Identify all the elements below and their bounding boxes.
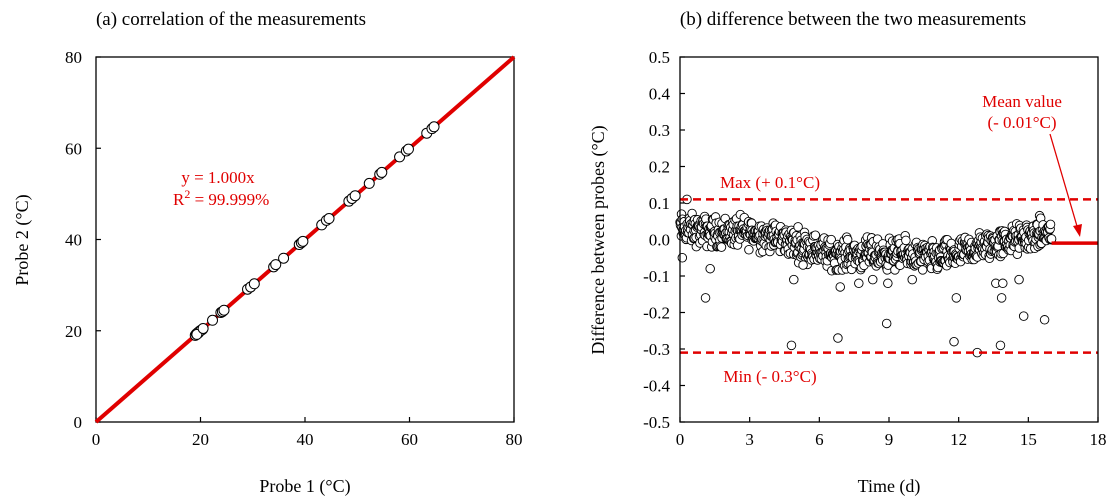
- panel-a-title: (a) correlation of the measurements: [96, 9, 366, 30]
- panel-a-correlation: (a) correlation of the measurements 0 20 4…: [12, 9, 523, 497]
- panel-b-data-point: [1045, 219, 1056, 230]
- panel-a-data-point: [323, 213, 335, 225]
- panel-b-mean-label-line1: Mean value: [982, 92, 1062, 111]
- panel-b-data-point: [793, 222, 803, 232]
- panel-b-outlier-point: [1018, 311, 1029, 321]
- panel-b-mean-arrow: [1049, 133, 1080, 234]
- panel-b-outlier-point: [705, 263, 715, 274]
- panel-a-data-point: [197, 322, 209, 334]
- panel-a-y-tick-label: 60: [65, 139, 82, 158]
- panel-a-data-point: [248, 278, 260, 290]
- panel-a-y-tick-label: 40: [65, 231, 82, 250]
- panel-b-outlier-point: [998, 278, 1008, 289]
- panel-b-outlier-point: [835, 282, 845, 292]
- panel-b-outlier-point: [789, 274, 799, 285]
- panel-b-x-axis-label: Time (d): [858, 476, 921, 497]
- panel-b-outlier-point: [996, 293, 1007, 303]
- panel-b-outlier-point: [1014, 274, 1024, 285]
- panel-b-outlier-point: [881, 318, 892, 329]
- panel-b-data-point: [744, 245, 754, 255]
- panel-b-y-tick-label: -0.1: [643, 267, 670, 286]
- panel-b-outlier-point: [677, 252, 688, 263]
- panel-a-y-tick-label: 20: [65, 322, 82, 341]
- panel-a-y-tick-label: 0: [74, 413, 83, 432]
- panel-b-mean-label-line2: (- 0.01°C): [987, 113, 1056, 132]
- panel-b-data-point: [716, 242, 727, 252]
- panel-a-data-point: [218, 304, 230, 316]
- panel-b-outlier-point: [995, 340, 1006, 351]
- panel-a-data-point: [363, 177, 375, 189]
- panel-b-y-tick-label: -0.3: [643, 340, 670, 359]
- panel-b-title: (b) difference between the two measureme…: [680, 9, 1026, 30]
- panel-a-data-point: [428, 121, 440, 133]
- panel-a-x-tick-label: 40: [297, 430, 314, 449]
- panel-b-outlier-point: [1039, 315, 1050, 325]
- panel-b-x-tick-label: 15: [1020, 430, 1037, 449]
- panel-b-y-tick-label: -0.5: [643, 413, 670, 432]
- panel-b-x-tick-label: 6: [815, 430, 824, 449]
- panel-b-mean-arrowhead: [1073, 224, 1082, 237]
- panel-a-x-axis-label: Probe 1 (°C): [259, 476, 350, 497]
- panel-a-data-point: [297, 235, 309, 247]
- panel-b-x-tick-label: 18: [1090, 430, 1107, 449]
- panel-b-outlier-point: [951, 293, 962, 303]
- panel-b-min-label: Min (- 0.3°C): [723, 367, 816, 386]
- panel-a-x-tick-label: 20: [192, 430, 209, 449]
- panel-b-plot-frame: [679, 56, 1099, 423]
- panel-a-x-tick-label: 60: [401, 430, 418, 449]
- panel-b-data-point: [826, 234, 836, 245]
- panel-b-outlier-point: [854, 278, 864, 289]
- panel-b-data-point: [901, 235, 911, 246]
- panel-b-y-tick-label: 0.3: [649, 121, 670, 140]
- panel-b-x-tick-label: 0: [676, 430, 685, 449]
- panel-b-x-tick-label: 9: [885, 430, 894, 449]
- panel-b-outlier-point: [833, 333, 843, 343]
- panel-b-y-tick-label: 0.0: [649, 231, 670, 250]
- panel-b-x-tick-label: 12: [950, 430, 967, 449]
- panel-b-outlier-point: [786, 340, 797, 351]
- panel-b-y-tick-label: 0.2: [649, 158, 670, 177]
- panel-b-outlier-point: [867, 274, 878, 285]
- panel-a-data-point: [402, 143, 414, 155]
- panel-a-data-point: [270, 259, 282, 271]
- panel-b-outlier-point: [798, 260, 808, 270]
- panel-b-y-axis-label: Difference between probes (°C): [588, 125, 609, 354]
- panel-b-y-tick-label: 0.1: [649, 194, 670, 213]
- panel-b-data-point: [917, 265, 928, 275]
- panel-a-data-point: [376, 166, 388, 178]
- panel-a-equation: y = 1.000x: [181, 168, 255, 187]
- panel-b-y-tick-label: -0.4: [643, 377, 670, 396]
- panel-b-data-point: [842, 234, 853, 245]
- panel-b-max-label: Max (+ 0.1°C): [720, 173, 820, 192]
- panel-b-outlier-point: [907, 274, 917, 285]
- panel-a-y-tick-label: 80: [65, 48, 82, 67]
- panel-a-data-point: [349, 190, 361, 202]
- panel-a-data-point: [207, 314, 219, 326]
- panel-b-difference: (b) difference between the two measureme…: [588, 9, 1107, 497]
- panel-b-y-tick-label: 0.4: [649, 85, 671, 104]
- panel-b-x-tick-label: 3: [745, 430, 754, 449]
- panel-a-y-axis-label: Probe 2 (°C): [12, 194, 33, 285]
- panel-b-outlier-point: [700, 293, 711, 303]
- panel-a-x-tick-label: 80: [506, 430, 523, 449]
- panel-b-y-tick-label: 0.5: [649, 48, 670, 67]
- panel-b-outlier-point: [883, 278, 893, 289]
- panel-a-data-point: [278, 252, 290, 264]
- panel-a-x-tick-label: 0: [92, 430, 101, 449]
- panel-a-r-squared: R2 = 99.999%: [173, 187, 269, 209]
- panel-b-data-point: [810, 230, 821, 241]
- panel-b-y-tick-label: -0.2: [643, 304, 670, 323]
- panel-b-outlier-point: [949, 336, 959, 347]
